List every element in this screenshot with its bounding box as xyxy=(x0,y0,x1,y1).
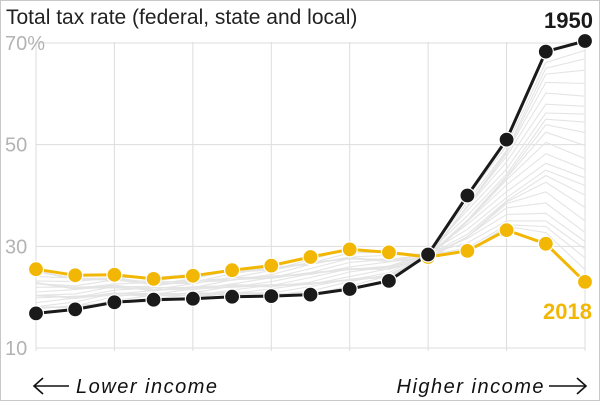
point-1950 xyxy=(184,290,201,307)
background-line xyxy=(35,169,586,291)
point-2018 xyxy=(498,222,515,239)
point-1950 xyxy=(459,187,476,204)
background-line xyxy=(35,124,586,299)
higher-income-label: Higher income xyxy=(397,376,545,398)
background-line xyxy=(35,131,586,299)
point-1950 xyxy=(106,294,123,311)
background-line xyxy=(35,118,586,298)
background-line xyxy=(35,103,586,304)
lower-income-note: Lower income xyxy=(32,376,219,398)
point-1950 xyxy=(380,272,397,289)
point-1950 xyxy=(67,301,84,318)
y-tick-labels: 70% 50 30 10 xyxy=(5,33,45,360)
point-2018 xyxy=(380,244,397,261)
point-1950 xyxy=(420,246,437,263)
y-tick-label: 10 xyxy=(5,338,27,360)
point-1950 xyxy=(498,131,515,148)
point-2018 xyxy=(27,261,45,278)
right-arrow-head-icon xyxy=(576,377,588,395)
point-2018 xyxy=(459,242,476,259)
series-label-1950: 1950 xyxy=(544,8,593,33)
chart-title: Total tax rate (federal, state and local… xyxy=(6,6,357,29)
point-2018 xyxy=(576,273,594,290)
point-2018 xyxy=(263,257,280,274)
series-label-2018: 2018 xyxy=(543,299,592,324)
point-1950 xyxy=(302,286,319,303)
point-1950 xyxy=(263,288,280,305)
background-line xyxy=(35,181,586,290)
point-2018 xyxy=(302,248,319,266)
higher-income-note: Higher income xyxy=(397,376,588,398)
series-markers xyxy=(27,32,594,322)
point-2018 xyxy=(537,235,554,252)
y-tick-label: 70% xyxy=(5,33,45,55)
gridlines xyxy=(35,42,586,351)
point-2018 xyxy=(106,266,123,283)
point-2018 xyxy=(184,267,201,284)
left-arrow-head-icon xyxy=(32,377,44,395)
point-1950 xyxy=(576,32,594,50)
background-line xyxy=(35,174,586,290)
y-tick-label: 50 xyxy=(5,135,27,157)
point-1950 xyxy=(145,291,162,308)
point-1950 xyxy=(537,43,554,60)
point-2018 xyxy=(224,262,241,279)
y-tick-label: 30 xyxy=(5,236,27,258)
point-2018 xyxy=(145,270,162,287)
point-2018 xyxy=(341,241,358,258)
point-1950 xyxy=(341,280,358,298)
lower-income-label: Lower income xyxy=(76,376,219,398)
point-2018 xyxy=(67,267,84,284)
background-line xyxy=(35,162,586,292)
point-1950 xyxy=(224,288,241,305)
point-1950 xyxy=(27,305,45,322)
